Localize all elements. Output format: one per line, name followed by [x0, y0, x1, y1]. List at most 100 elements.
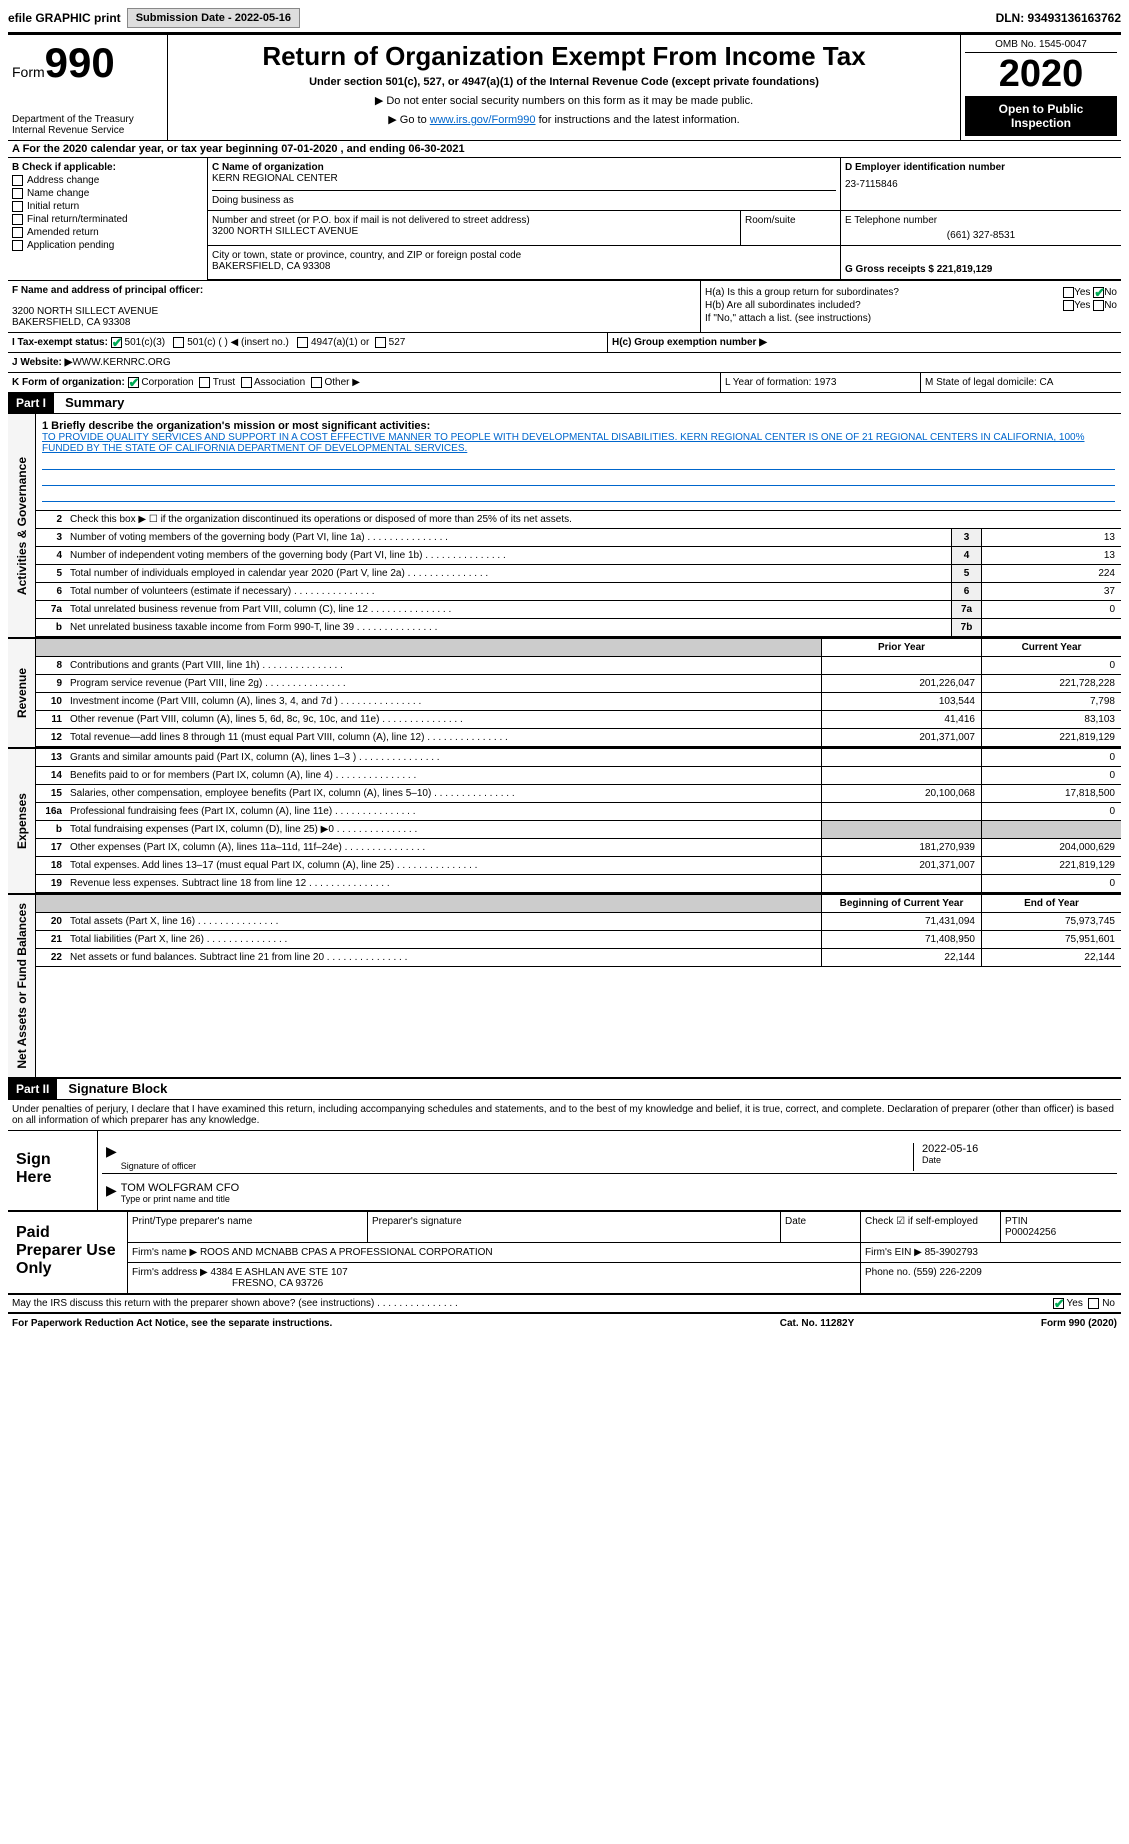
chk-527[interactable] [375, 337, 386, 348]
hb-no-label: No [1104, 300, 1117, 311]
ha-yes[interactable] [1063, 287, 1074, 298]
hb-label: H(b) Are all subordinates included? [705, 300, 861, 311]
line-desc: Total number of volunteers (estimate if … [66, 583, 951, 600]
chk-corp[interactable] [128, 377, 139, 388]
line-box: 7b [951, 619, 981, 636]
chk-label-2: Initial return [27, 201, 79, 212]
opt-527: 527 [389, 337, 406, 348]
submission-date-button[interactable]: Submission Date - 2022-05-16 [127, 8, 300, 28]
chk-application-pending[interactable] [12, 240, 23, 251]
chk-address-change[interactable] [12, 175, 23, 186]
sig-arrow-1: ▶ [106, 1143, 117, 1171]
line-num: 13 [36, 749, 66, 766]
line-num: 12 [36, 729, 66, 746]
section-b-label: B Check if applicable: [12, 162, 203, 173]
header-left-cell: Form990 Department of the Treasury Inter… [8, 35, 168, 140]
part1-title: Summary [57, 395, 124, 410]
form-subtitle: Under section 501(c), 527, or 4947(a)(1)… [178, 76, 950, 88]
discuss-yes[interactable] [1053, 1298, 1064, 1309]
vert-expenses: Expenses [11, 785, 33, 857]
line-prior: 20,100,068 [821, 785, 981, 802]
ptin-label: PTIN [1005, 1216, 1117, 1227]
current-year-header: Current Year [981, 639, 1121, 656]
opt-assoc: Association [254, 377, 305, 388]
section-i-label: I Tax-exempt status: [12, 337, 108, 348]
discuss-yes-label: Yes [1067, 1298, 1083, 1309]
form-prefix: Form [12, 64, 45, 80]
line-desc: Net unrelated business taxable income fr… [66, 619, 951, 636]
line-prior: 181,270,939 [821, 839, 981, 856]
chk-4947[interactable] [297, 337, 308, 348]
firm-ein-label: Firm's EIN ▶ [865, 1247, 922, 1258]
line-num: 22 [36, 949, 66, 966]
firm-name-value: ROOS AND MCNABB CPAS A PROFESSIONAL CORP… [200, 1247, 493, 1258]
dln-label: DLN: 93493136163762 [996, 11, 1121, 25]
line-prior [821, 803, 981, 820]
irs-link[interactable]: www.irs.gov/Form990 [430, 114, 536, 126]
header-center-cell: Return of Organization Exempt From Incom… [168, 35, 961, 140]
line-box: 4 [951, 547, 981, 564]
line-num: 16a [36, 803, 66, 820]
dba-label: Doing business as [212, 190, 836, 206]
tel-value: (661) 327-8531 [845, 230, 1117, 241]
line-current: 83,103 [981, 711, 1121, 728]
line-desc: Total unrelated business revenue from Pa… [66, 601, 951, 618]
hb-no[interactable] [1093, 300, 1104, 311]
line-current: 221,819,129 [981, 857, 1121, 874]
prep-date-label: Date [781, 1212, 861, 1242]
footer-right-num: 990 [1069, 1318, 1086, 1329]
line-val: 37 [981, 583, 1121, 600]
discuss-no[interactable] [1088, 1298, 1099, 1309]
opt-4947: 4947(a)(1) or [311, 337, 369, 348]
prep-phone-label: Phone no. [865, 1267, 911, 1278]
form-title: Return of Organization Exempt From Incom… [178, 41, 950, 72]
omb-label: OMB No. 1545-0047 [965, 39, 1117, 53]
line-num: 9 [36, 675, 66, 692]
discuss-label: May the IRS discuss this return with the… [12, 1298, 374, 1309]
ha-label: H(a) Is this a group return for subordin… [705, 287, 899, 298]
line-current: 221,819,129 [981, 729, 1121, 746]
section-f-label: F Name and address of principal officer: [12, 285, 696, 296]
paid-preparer-label: Paid Preparer Use Only [8, 1212, 128, 1293]
line-num: 10 [36, 693, 66, 710]
line-current: 0 [981, 875, 1121, 892]
line-val: 0 [981, 601, 1121, 618]
ha-no[interactable] [1093, 287, 1104, 298]
chk-amended-return[interactable] [12, 227, 23, 238]
inspection-badge: Open to Public Inspection [965, 96, 1117, 136]
line-desc: Benefits paid to or for members (Part IX… [66, 767, 821, 784]
line-current: 0 [981, 749, 1121, 766]
tax-year: 2020 [965, 53, 1117, 96]
line2-num: 2 [36, 511, 66, 528]
section-l: L Year of formation: 1973 [721, 373, 921, 392]
sig-officer-label: Signature of officer [121, 1161, 913, 1171]
chk-final-return[interactable] [12, 214, 23, 225]
chk-501c3[interactable] [111, 337, 122, 348]
chk-trust[interactable] [199, 377, 210, 388]
part2-tab: Part II [8, 1079, 57, 1099]
line-desc: Investment income (Part VIII, column (A)… [66, 693, 821, 710]
chk-501c[interactable] [173, 337, 184, 348]
officer-addr2: BAKERSFIELD, CA 93308 [12, 317, 696, 328]
line-desc: Total expenses. Add lines 13–17 (must eq… [66, 857, 821, 874]
chk-other[interactable] [311, 377, 322, 388]
addr-label: Number and street (or P.O. box if mail i… [212, 215, 736, 226]
underline-3 [42, 488, 1115, 502]
line-num: 6 [36, 583, 66, 600]
chk-assoc[interactable] [241, 377, 252, 388]
line-prior: 201,371,007 [821, 729, 981, 746]
line-num: 11 [36, 711, 66, 728]
hb-yes[interactable] [1063, 300, 1074, 311]
line-box: 5 [951, 565, 981, 582]
underline-1 [42, 456, 1115, 470]
check-self-label: Check ☑ if self-employed [861, 1212, 1001, 1242]
chk-initial-return[interactable] [12, 201, 23, 212]
chk-name-change[interactable] [12, 188, 23, 199]
line-current: 0 [981, 657, 1121, 674]
line-desc: Grants and similar amounts paid (Part IX… [66, 749, 821, 766]
line-current: 204,000,629 [981, 839, 1121, 856]
prep-phone-value: (559) 226-2209 [913, 1267, 981, 1278]
opt-trust: Trust [213, 377, 235, 388]
note2-post: for instructions and the latest informat… [536, 114, 740, 126]
tel-label: E Telephone number [845, 215, 1117, 226]
